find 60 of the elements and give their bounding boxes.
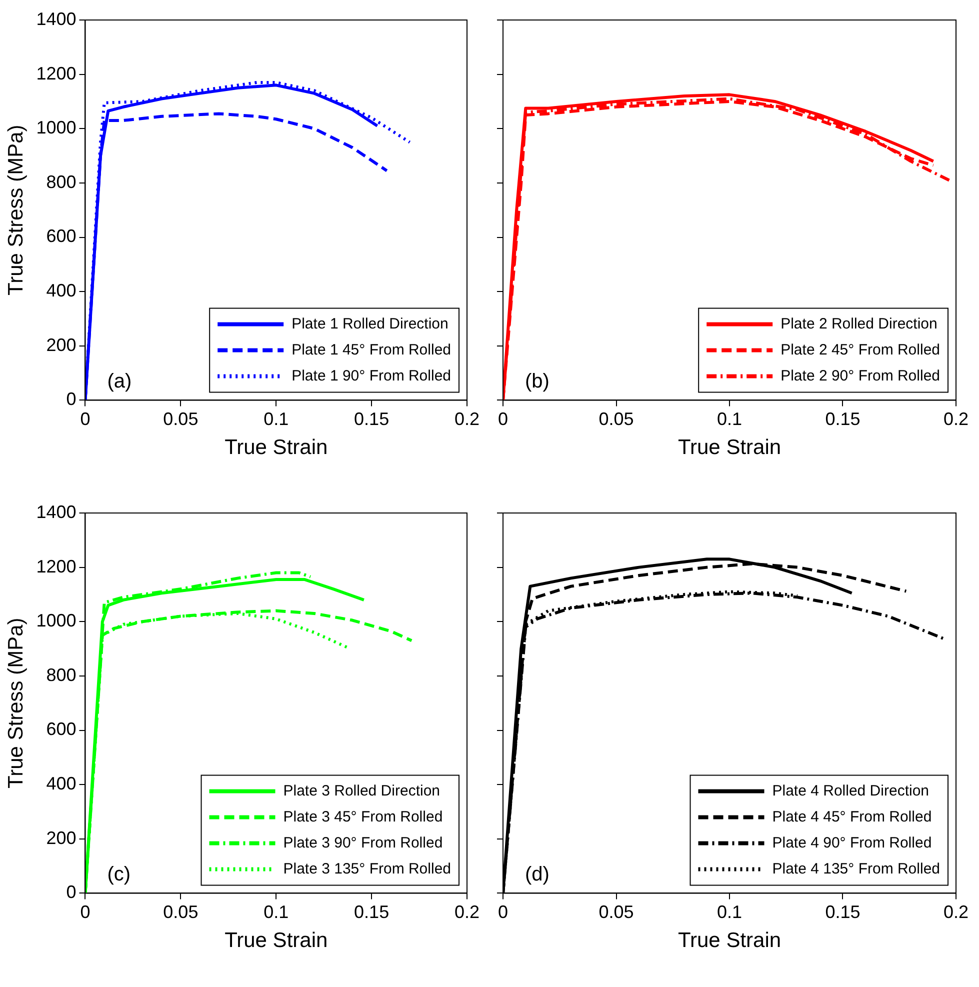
x-tick-label: 0.15 [354, 902, 390, 922]
legend-label: Plate 1 Rolled Direction [292, 315, 448, 332]
y-tick-label: 1400 [36, 502, 76, 522]
y-tick-label: 1200 [36, 63, 76, 84]
x-tick-label: 0.2 [454, 902, 480, 922]
x-tick-label: 0.1 [716, 408, 742, 429]
legend-label: Plate 4 90° From Rolled [772, 834, 932, 852]
y-tick-label: 1200 [36, 556, 76, 576]
x-tick-label: 0.2 [943, 902, 969, 922]
x-axis-title: True Strain [224, 929, 328, 952]
y-axis-title: True Stress (MPa) [4, 124, 28, 296]
x-tick-label: 0.2 [454, 408, 480, 429]
x-tick-label: 0.15 [825, 902, 860, 922]
annotation: (c) [107, 864, 131, 886]
y-tick-label: 800 [46, 172, 76, 192]
legend-label: Plate 3 Rolled Direction [283, 782, 440, 800]
annotation: (d) [525, 864, 550, 886]
x-tick-label: 0.05 [598, 408, 634, 429]
x-tick-label: 0.05 [163, 408, 198, 429]
legend-label: Plate 2 45° From Rolled [780, 341, 940, 358]
x-axis-title: True Strain [224, 436, 328, 460]
legend-label: Plate 4 135° From Rolled [772, 860, 940, 878]
y-tick-label: 600 [46, 719, 76, 740]
x-tick-label: 0.2 [943, 408, 969, 429]
y-axis-title: True Stress (MPa) [4, 618, 28, 788]
x-tick-label: 0.1 [264, 408, 289, 429]
x-tick-label: 0.15 [354, 408, 390, 429]
annotation: (a) [107, 370, 132, 393]
x-tick-label: 0.1 [716, 902, 742, 922]
legend-label: Plate 3 45° From Rolled [283, 808, 443, 826]
x-tick-label: 0 [80, 408, 90, 429]
y-tick-label: 800 [46, 664, 76, 685]
y-tick-label: 0 [66, 389, 76, 410]
legend-label: Plate 1 90° From Rolled [292, 367, 451, 384]
y-tick-label: 0 [66, 882, 76, 902]
x-tick-label: 0.1 [264, 902, 289, 922]
x-tick-label: 0 [498, 408, 508, 429]
y-tick-label: 1000 [36, 610, 76, 631]
x-tick-label: 0 [498, 902, 508, 922]
x-tick-label: 0.15 [825, 408, 860, 429]
x-tick-label: 0 [80, 902, 90, 922]
x-tick-label: 0.05 [163, 902, 198, 922]
annotation: (b) [525, 370, 550, 393]
legend-label: Plate 4 45° From Rolled [772, 808, 932, 826]
x-axis-title: True Strain [678, 929, 782, 952]
y-tick-label: 400 [46, 280, 76, 301]
legend-label: Plate 3 135° From Rolled [283, 860, 452, 878]
legend-label: Plate 1 45° From Rolled [292, 341, 451, 358]
y-tick-label: 400 [46, 774, 76, 794]
y-tick-label: 200 [46, 828, 76, 848]
legend-label: Plate 2 Rolled Direction [780, 315, 938, 332]
y-tick-label: 600 [46, 226, 76, 246]
legend-label: Plate 2 90° From Rolled [780, 367, 940, 384]
y-tick-label: 1400 [36, 8, 76, 29]
legend-label: Plate 4 Rolled Direction [772, 782, 930, 800]
legend-label: Plate 3 90° From Rolled [283, 834, 443, 852]
y-tick-label: 200 [46, 334, 76, 355]
x-axis-title: True Strain [678, 436, 782, 460]
x-tick-label: 0.05 [598, 902, 634, 922]
y-tick-label: 1000 [36, 118, 76, 138]
